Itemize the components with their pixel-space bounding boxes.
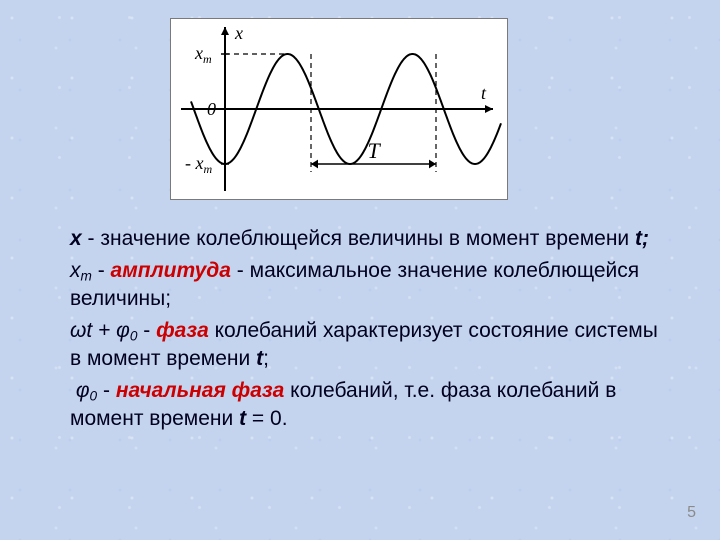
- definition-amplitude: xm - амплитуда - максимальное значение к…: [70, 257, 660, 313]
- definitions-block: x - значение колеблющейся величины в мом…: [70, 225, 660, 437]
- svg-text:x: x: [234, 23, 243, 43]
- symbol-xm: xm: [70, 259, 92, 282]
- svg-text:0: 0: [207, 99, 216, 119]
- definition-initial-phase: φ0 - начальная фаза колебаний, т.е. фаза…: [70, 377, 660, 433]
- definition-x: x - значение колеблющейся величины в мом…: [70, 225, 660, 253]
- sine-chart: x t 0 xm - xm T: [170, 18, 508, 200]
- symbol-x: x: [70, 227, 82, 250]
- symbol-phi0: φ0: [76, 379, 97, 402]
- svg-text:xm: xm: [194, 43, 212, 66]
- definition-phase: ωt + φ0 - фаза колебаний характеризует с…: [70, 317, 660, 373]
- slide-number: 5: [687, 504, 696, 522]
- svg-text:t: t: [481, 83, 487, 103]
- svg-text:T: T: [368, 138, 382, 163]
- symbol-phase: ωt + φ0: [70, 319, 137, 342]
- svg-text:- xm: - xm: [185, 153, 212, 176]
